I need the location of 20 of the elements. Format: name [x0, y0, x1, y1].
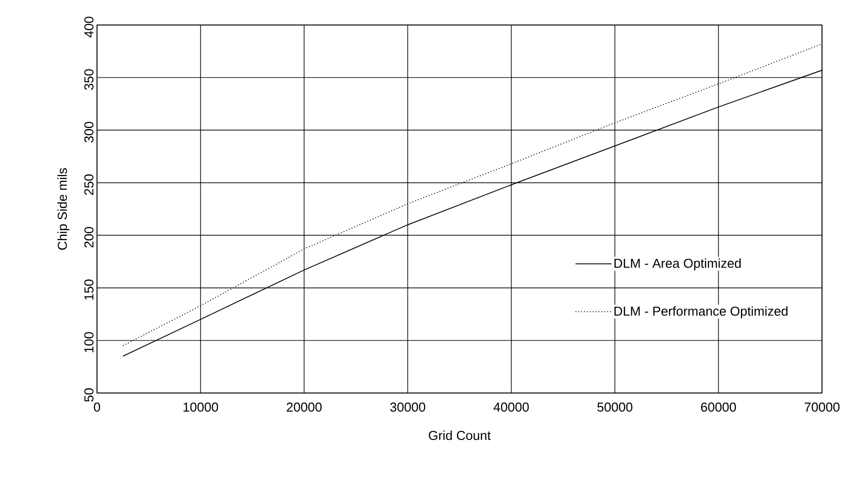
x-tick-label: 20000: [286, 402, 322, 412]
x-tick-label: 70000: [804, 402, 840, 412]
x-tick-label: 60000: [701, 402, 736, 412]
y-tick-label: 250: [84, 174, 94, 195]
y-tick-label: 400: [84, 16, 94, 38]
y-tick-label: 350: [84, 69, 94, 90]
legend-label: DLM - Performance Optimized: [614, 306, 788, 318]
x-tick-label: 40000: [494, 402, 529, 412]
legend-label: DLM - Area Optimized: [614, 258, 741, 270]
y-tick-label: 50: [84, 388, 94, 402]
y-tick-label: 150: [84, 280, 94, 300]
x-tick-label: 50000: [597, 402, 632, 412]
x-tick-label: 0: [94, 402, 100, 412]
x-axis-title: Grid Count: [428, 430, 491, 440]
x-tick-label: 10000: [184, 402, 218, 412]
x-tick-label: 30000: [390, 402, 426, 412]
y-tick-label: 100: [84, 332, 94, 352]
y-tick-label: 300: [84, 122, 94, 142]
y-tick-label: 200: [84, 226, 94, 248]
y-axis-title: Chip Side mils: [57, 168, 70, 250]
